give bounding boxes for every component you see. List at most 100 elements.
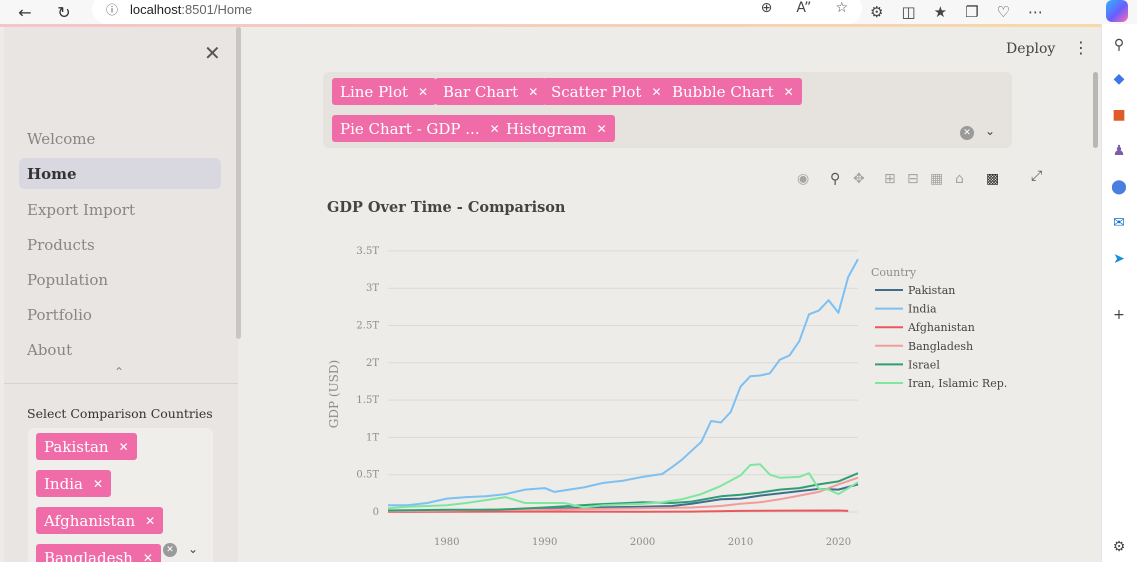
pan-icon[interactable]: ✥: [853, 171, 865, 187]
add-icon[interactable]: +: [1113, 307, 1125, 323]
country-multiselect[interactable]: Pakistan ✕ India ✕ Afghanistan ✕ Bangladesh…: [28, 428, 213, 562]
tag-scatter-plot: Scatter Plot ✕: [543, 78, 670, 105]
remove-tag-icon[interactable]: ✕: [783, 84, 794, 99]
remove-tag-icon[interactable]: ✕: [528, 84, 539, 99]
y-tick-label: 1T: [366, 432, 379, 443]
y-tick-label: 2T: [366, 358, 379, 369]
autoscale-icon[interactable]: ▦: [930, 171, 944, 187]
clear-chart-types-icon[interactable]: ✕: [960, 126, 974, 140]
settings-more-icon[interactable]: ⋯: [1028, 3, 1043, 21]
series-line-1[interactable]: [388, 258, 859, 507]
remove-tag-icon[interactable]: ✕: [596, 121, 607, 136]
nav-item-about[interactable]: About: [27, 340, 73, 359]
x-tick-label: 1990: [532, 537, 557, 548]
games-icon[interactable]: ♟: [1112, 143, 1126, 159]
legend-item[interactable]: Afghanistan: [907, 321, 975, 334]
chart-title: GDP Over Time - Comparison: [327, 199, 566, 216]
close-sidebar-icon[interactable]: ✕: [204, 41, 221, 65]
zoom-out-icon[interactable]: ⊟: [907, 171, 919, 187]
edge-sidebar: ⚲ ◆ ■ ♟ ⬤ ✉ ➤ + ⚙: [1101, 24, 1137, 562]
tag-line-plot: Line Plot ✕: [332, 78, 437, 105]
legend-item[interactable]: Pakistan: [908, 284, 955, 297]
legend: Country Pakistan India Afghanistan Banglades…: [871, 266, 1007, 390]
series-line-5[interactable]: [387, 463, 859, 510]
sidebar-scrollbar[interactable]: [236, 27, 241, 339]
x-tick-label: 2000: [630, 537, 655, 548]
site-info-icon[interactable]: ⓘ: [106, 2, 119, 17]
search-icon[interactable]: ⚲: [1113, 37, 1125, 53]
address-bar[interactable]: ⓘ localhost:8501/Home ⊕ A” ☆: [92, 0, 862, 24]
plotly-logo-icon[interactable]: ▩: [986, 171, 1000, 187]
main-menu-icon[interactable]: ⋮: [1073, 38, 1089, 57]
microsoft365-icon[interactable]: ⬤: [1111, 179, 1127, 195]
remove-tag-icon[interactable]: ✕: [418, 84, 429, 99]
deploy-button[interactable]: Deploy: [1006, 41, 1056, 57]
legend-item[interactable]: Iran, Islamic Rep.: [908, 377, 1007, 390]
refresh-icon[interactable]: ↻: [57, 2, 71, 22]
tag-bangladesh: Bangladesh ✕: [36, 544, 161, 562]
chart-type-multiselect[interactable]: Line Plot ✕ Bar Chart ✕ Scatter Plot ✕ Bubb…: [323, 72, 1012, 148]
camera-icon[interactable]: ◉: [797, 171, 810, 187]
back-icon[interactable]: ←: [18, 2, 32, 22]
zoom-plot-icon[interactable]: ⚲: [830, 171, 841, 187]
legend-title: Country: [871, 266, 917, 279]
zoom-icon[interactable]: ⊕: [760, 0, 773, 16]
nav-item-products[interactable]: Products: [27, 235, 95, 254]
x-tick-label: 2010: [728, 537, 753, 548]
top-decoration: [0, 24, 1101, 27]
reset-axes-icon[interactable]: ⌂: [955, 171, 964, 187]
y-tick-label: 0.5T: [356, 470, 379, 481]
remove-tag-icon[interactable]: ✕: [118, 439, 129, 454]
x-tick-label: 1980: [434, 537, 459, 548]
extensions-icon[interactable]: ⚙: [870, 3, 884, 21]
favorites-icon[interactable]: ★: [933, 3, 948, 21]
collections-icon[interactable]: ❐: [965, 3, 979, 21]
favorite-star-icon[interactable]: ☆: [835, 0, 848, 16]
nav-item-export-import[interactable]: Export Import: [27, 200, 135, 219]
clear-countries-icon[interactable]: ✕: [163, 543, 177, 557]
legend-item[interactable]: India: [908, 303, 937, 316]
remove-tag-icon[interactable]: ✕: [142, 550, 153, 562]
y-tick-label: 1.5T: [356, 395, 379, 406]
outlook-icon[interactable]: ✉: [1113, 215, 1125, 231]
nav-item-home[interactable]: Home: [19, 158, 221, 189]
countries-dropdown-chevron-icon[interactable]: ⌄: [188, 542, 199, 556]
browser-toolbar: ← ↻ ⓘ localhost:8501/Home ⊕ A” ☆ ⚙ ◫ ★ ❐…: [0, 0, 1137, 24]
sidebar-divider: [4, 383, 238, 384]
nav-item-population[interactable]: Population: [27, 270, 109, 289]
tag-bubble-chart: Bubble Chart ✕: [664, 78, 802, 105]
remove-tag-icon[interactable]: ✕: [489, 121, 500, 136]
nav-item-welcome[interactable]: Welcome: [27, 129, 96, 148]
tag-bar-chart: Bar Chart ✕: [435, 78, 547, 105]
zoom-in-icon[interactable]: ⊞: [884, 171, 896, 187]
tag-histogram: Histogram ✕: [498, 115, 615, 142]
series-lines: [387, 258, 859, 513]
remove-tag-icon[interactable]: ✕: [651, 84, 662, 99]
send-icon[interactable]: ➤: [1113, 251, 1125, 267]
tag-afghanistan: Afghanistan ✕: [36, 507, 164, 534]
collapse-nav-icon[interactable]: ⌃: [114, 365, 125, 379]
chart-types-dropdown-chevron-icon[interactable]: ⌄: [985, 124, 996, 138]
url-text: localhost:8501/Home: [130, 1, 253, 17]
remove-tag-icon[interactable]: ✕: [145, 513, 156, 528]
y-tick-labels: 0 0.5T 1T 1.5T 2T 2.5T 3T 3.5T: [356, 246, 379, 518]
legend-item[interactable]: Bangladesh: [908, 340, 973, 353]
nav-item-portfolio[interactable]: Portfolio: [27, 305, 92, 324]
x-tick-labels: 1980 1990 2000 2010 2020: [434, 537, 851, 548]
sidebar-settings-icon[interactable]: ⚙: [1112, 539, 1126, 555]
legend-item[interactable]: Israel: [908, 358, 940, 371]
y-axis-label: GDP (USD): [327, 360, 341, 428]
gdp-line-chart[interactable]: 0 0.5T 1T 1.5T 2T 2.5T 3T 3.5T 1980 1990 2000 2010…: [320, 226, 1020, 562]
browser-essentials-icon[interactable]: ♡: [996, 3, 1010, 21]
copilot-icon[interactable]: [1106, 0, 1128, 22]
series-line-2[interactable]: [387, 509, 849, 513]
fullscreen-icon[interactable]: ⤢: [1031, 168, 1043, 184]
shopping-tag-icon[interactable]: ◆: [1113, 71, 1125, 87]
split-screen-icon[interactable]: ◫: [901, 3, 916, 21]
read-aloud-icon[interactable]: A”: [796, 0, 812, 16]
series-line-4[interactable]: [387, 472, 859, 512]
main-scrollbar[interactable]: [1093, 72, 1098, 148]
tools-icon[interactable]: ■: [1112, 107, 1126, 123]
y-tick-label: 2.5T: [356, 321, 379, 332]
remove-tag-icon[interactable]: ✕: [92, 476, 103, 491]
